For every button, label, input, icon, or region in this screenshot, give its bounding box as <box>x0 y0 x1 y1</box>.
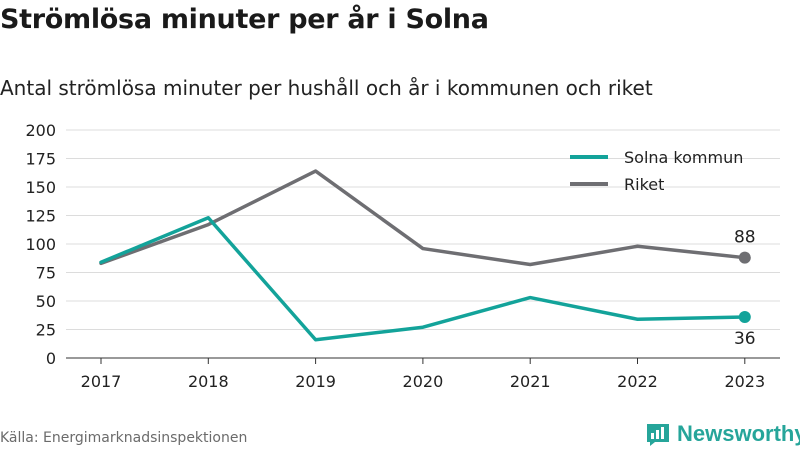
x-tick-label: 2022 <box>617 372 658 391</box>
x-tick-label: 2018 <box>188 372 229 391</box>
x-tick-label: 2023 <box>724 372 765 391</box>
y-tick-label: 75 <box>36 264 56 283</box>
legend-label-riket: Riket <box>624 175 664 194</box>
chart-title: Strömlösa minuter per år i Solna <box>0 4 489 35</box>
series-line-riket <box>99 169 747 267</box>
end-point-riket <box>738 251 751 264</box>
line-chart: 0 25 50 75 100 125 150 175 200 2017 2018 2019 2020 20… <box>25 121 780 391</box>
source-note: Källa: Energimarknadsinspektionen <box>0 430 248 446</box>
y-tick-label: 0 <box>46 349 56 368</box>
x-tick-label: 2020 <box>403 372 444 391</box>
series-line-solna <box>99 216 747 342</box>
y-tick-label: 125 <box>25 207 56 226</box>
brand-logo: Newsworthy <box>645 420 800 448</box>
y-tick-label: 100 <box>25 235 56 254</box>
y-tick-label: 200 <box>25 121 56 140</box>
bar-chart-icon <box>647 424 669 446</box>
brand-name: Newsworthy <box>677 421 800 446</box>
y-tick-label: 175 <box>25 150 56 169</box>
end-label-solna: 36 <box>734 329 756 349</box>
y-tick-label: 150 <box>25 178 56 197</box>
end-label-riket: 88 <box>734 228 756 248</box>
end-point-solna <box>738 310 751 323</box>
x-tick-label: 2021 <box>510 372 551 391</box>
y-tick-label: 25 <box>36 321 56 340</box>
x-tick-label: 2019 <box>295 372 336 391</box>
y-tick-label: 50 <box>36 292 56 311</box>
x-tick-label: 2017 <box>81 372 122 391</box>
legend-label-solna: Solna kommun <box>624 148 743 167</box>
chart-subtitle: Antal strömlösa minuter per hushåll och … <box>0 76 653 100</box>
